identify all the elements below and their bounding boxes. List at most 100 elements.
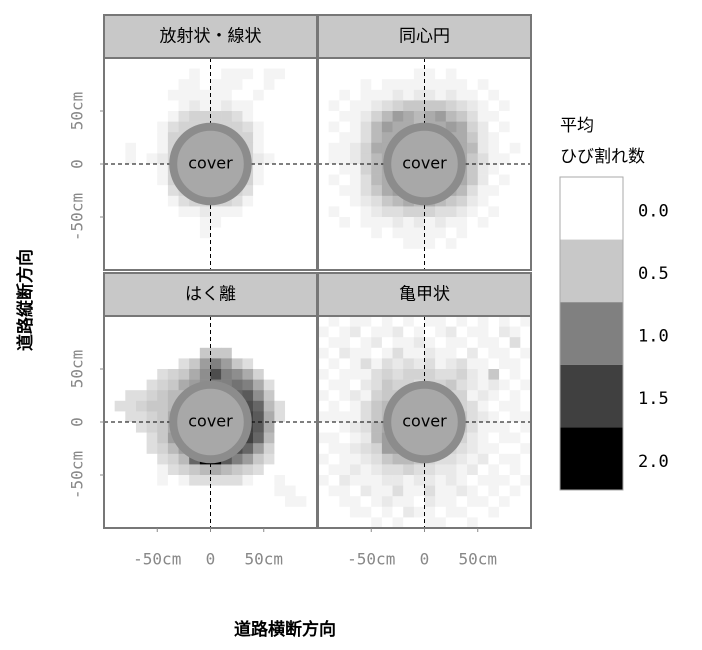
heat-cell	[135, 347, 147, 359]
heat-cell	[285, 400, 296, 412]
heat-cell	[199, 496, 211, 508]
heat-cell	[509, 259, 521, 271]
heat-cell	[167, 89, 179, 101]
heat-cell	[381, 496, 393, 508]
heat-cell	[114, 369, 126, 380]
heat-cell	[125, 58, 137, 69]
heat-cell	[328, 132, 340, 144]
heat-cell	[114, 475, 126, 486]
heat-cell	[318, 89, 329, 101]
heat-cell	[178, 496, 190, 508]
heat-cell	[274, 400, 286, 412]
heat-cell	[360, 506, 372, 518]
heat-cell	[285, 68, 296, 80]
heat-cell	[263, 517, 275, 529]
heat-cell	[199, 206, 211, 218]
heat-cell	[274, 443, 286, 455]
heat-cell	[146, 432, 158, 444]
heat-cell	[189, 248, 201, 260]
heat-cell	[210, 68, 222, 80]
heat-cell	[146, 195, 158, 207]
heat-cell	[349, 464, 361, 476]
heat-cell	[509, 111, 521, 122]
heat-cell	[456, 506, 468, 518]
heat-cell	[157, 100, 169, 112]
heat-cell	[445, 347, 457, 359]
heat-cell	[231, 58, 243, 69]
heat-cell	[274, 316, 286, 327]
heat-cell	[114, 248, 126, 260]
heat-cell	[488, 164, 500, 175]
heat-cell	[349, 347, 361, 359]
heat-cell	[167, 379, 179, 391]
heat-cell	[499, 485, 510, 497]
heat-cell	[445, 369, 457, 380]
heat-cell	[520, 100, 532, 112]
heat-cell	[339, 206, 351, 218]
heat-cell	[306, 238, 318, 250]
heat-cell	[360, 185, 372, 197]
heat-cell	[318, 79, 329, 91]
heat-cell	[520, 422, 532, 433]
heat-cell	[135, 496, 147, 508]
heat-cell	[274, 164, 286, 175]
heat-cell	[114, 259, 126, 271]
heat-cell	[199, 337, 211, 349]
heat-cell	[403, 506, 415, 518]
heat-cell	[520, 111, 532, 122]
heat-cell	[263, 217, 275, 228]
heat-cell	[520, 443, 532, 455]
heat-cell	[445, 485, 457, 497]
heat-cell	[231, 369, 243, 380]
heat-cell	[435, 238, 447, 250]
heat-cell	[413, 79, 425, 91]
heat-cell	[477, 132, 489, 144]
heat-cell	[403, 475, 415, 486]
heat-cell	[274, 195, 286, 207]
heat-cell	[456, 121, 468, 133]
heat-cell	[435, 89, 447, 101]
heat-cell	[146, 517, 158, 529]
heat-cell	[349, 142, 361, 154]
heat-cell	[392, 475, 404, 486]
heat-cell	[114, 390, 126, 402]
x-tick-label: 0	[420, 550, 430, 569]
heat-cell	[360, 79, 372, 91]
heat-cell	[157, 238, 169, 250]
heat-cell	[477, 185, 489, 197]
heat-cell	[520, 121, 532, 133]
heat-cell	[146, 238, 158, 250]
heat-cell	[157, 185, 169, 197]
heat-cell	[445, 358, 457, 370]
heat-cell	[178, 111, 190, 122]
heat-cell	[114, 68, 126, 80]
heat-cell	[435, 206, 447, 218]
heat-cell	[467, 132, 479, 144]
heat-cell	[413, 89, 425, 101]
heat-cell	[360, 326, 372, 338]
heat-cell	[403, 369, 415, 380]
heat-cell	[295, 111, 307, 122]
heat-cell	[157, 358, 169, 370]
heat-cell	[339, 68, 351, 80]
heat-cell	[199, 485, 211, 497]
heat-cell	[157, 453, 169, 465]
heat-cell	[520, 195, 532, 207]
heat-cell	[242, 475, 254, 486]
heat-cell	[221, 217, 233, 228]
heat-cell	[318, 337, 329, 349]
heat-cell	[467, 400, 479, 412]
heat-cell	[360, 132, 372, 144]
heat-cell	[413, 58, 425, 69]
heat-cell	[360, 411, 372, 423]
heat-cell	[328, 369, 340, 380]
heat-cell	[477, 89, 489, 101]
heat-cell	[349, 337, 361, 349]
heat-cell	[488, 369, 500, 380]
heat-cell	[210, 337, 222, 349]
heat-cell	[285, 111, 296, 122]
heat-cell	[189, 337, 201, 349]
heat-cell	[360, 347, 372, 359]
heat-cell	[263, 227, 275, 239]
heat-cell	[221, 485, 233, 497]
